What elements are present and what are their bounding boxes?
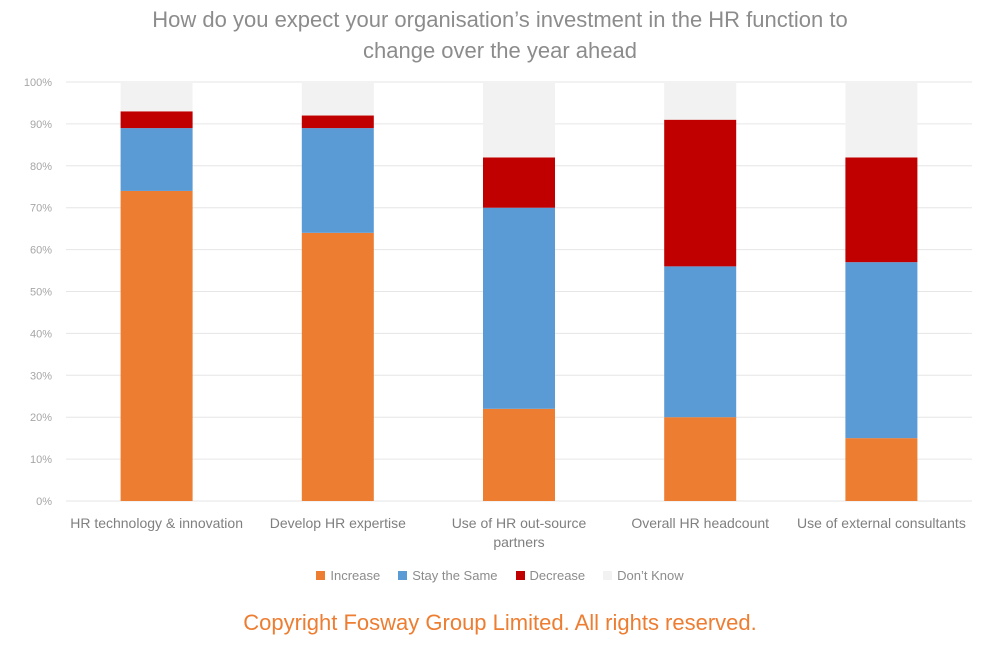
bar-segment <box>845 82 918 158</box>
legend-label: Stay the Same <box>412 568 498 583</box>
legend-item: Don’t Know <box>603 568 684 583</box>
bar-segment <box>120 111 193 129</box>
y-tick-label: 70% <box>30 203 52 215</box>
bar-segment <box>664 82 737 120</box>
bar-segment <box>301 232 374 501</box>
x-category-label: Overall HR headcount <box>631 515 769 531</box>
legend-swatch <box>515 571 525 580</box>
bar-segment <box>301 115 374 129</box>
stacked-bar-chart: 0% 10% 20% 30% 40% 50% 60% 70% 80% 90% 100% HR tech… <box>24 77 972 550</box>
x-category-label: Use of HR out-source <box>452 515 587 531</box>
bar-segment <box>845 157 918 263</box>
bar-segment <box>845 262 918 439</box>
legend-swatch <box>603 571 613 580</box>
bar-segment <box>120 190 193 501</box>
bar-segment <box>483 82 555 158</box>
bar-segment <box>483 157 555 208</box>
chart-title-line-2: change over the year ahead <box>363 38 637 63</box>
legend-label: Decrease <box>529 568 586 583</box>
legend-item: Stay the Same <box>398 568 498 583</box>
x-category-label: Develop HR expertise <box>270 515 406 531</box>
bar-segment <box>664 417 737 501</box>
chart-title: How do you expect your organisation’s in… <box>0 4 1000 66</box>
legend-item: Decrease <box>515 568 586 583</box>
y-tick-label: 50% <box>30 287 52 299</box>
bar-segment <box>483 207 555 409</box>
x-category-label: Use of external consultants <box>797 515 966 531</box>
y-tick-label: 60% <box>30 245 52 257</box>
y-tick-label: 0% <box>36 496 52 508</box>
y-tick-label: 80% <box>30 161 52 173</box>
y-tick-label: 40% <box>30 328 52 340</box>
chart-title-line-1: How do you expect your organisation’s in… <box>152 7 848 32</box>
y-tick-label: 100% <box>24 77 52 89</box>
bar-segment <box>845 438 918 501</box>
y-tick-label: 30% <box>30 370 52 382</box>
bar-segment <box>301 82 374 116</box>
x-category-label: HR technology & innovation <box>70 515 243 531</box>
legend-swatch <box>316 571 326 580</box>
legend-label: Don’t Know <box>617 568 684 583</box>
copyright-notice: Copyright Fosway Group Limited. All righ… <box>243 610 757 635</box>
bar-segment <box>483 408 555 501</box>
chart-legend: Increase Stay the Same Decrease Don’t Know <box>0 568 1000 583</box>
bar-segment <box>120 82 193 112</box>
legend-swatch <box>398 571 408 580</box>
x-category-label: partners <box>493 534 544 550</box>
y-tick-label: 90% <box>30 119 52 131</box>
y-tick-label: 20% <box>30 412 52 424</box>
bar-segment <box>664 266 737 418</box>
bar-segment <box>664 119 737 267</box>
legend-item: Increase <box>316 568 380 583</box>
bar-segment <box>120 128 193 191</box>
bar-segment <box>301 128 374 233</box>
legend-label: Increase <box>330 568 381 583</box>
y-tick-label: 10% <box>30 454 52 466</box>
